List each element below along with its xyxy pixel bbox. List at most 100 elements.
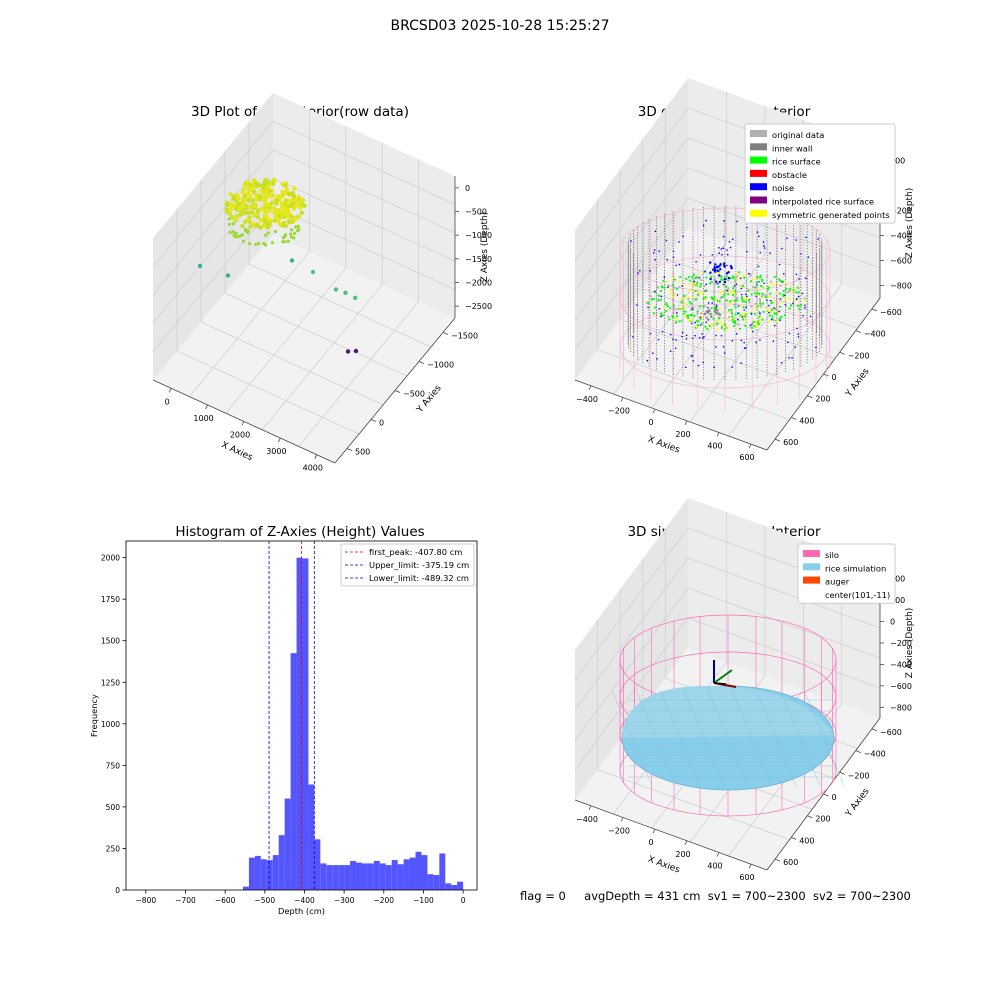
histogram-bar (350, 860, 357, 890)
grid-line (574, 557, 689, 711)
surface-point (678, 320, 681, 323)
surface-point (774, 312, 777, 315)
surface-point (672, 298, 675, 301)
surface-point (653, 306, 657, 309)
histogram-bar (439, 853, 446, 890)
noise-point (694, 334, 696, 337)
legend-label: interpolated rice surface (772, 197, 874, 207)
y-tick (823, 373, 829, 377)
mesh-line (755, 689, 797, 787)
y-tick (855, 330, 861, 333)
noise-point (711, 254, 714, 256)
surface-point (279, 201, 284, 206)
noise-point (715, 280, 718, 284)
noise-point (751, 330, 754, 333)
raw-data-point (345, 349, 351, 354)
legend-label: center(101,-11) (825, 590, 890, 600)
noise-point (723, 220, 725, 222)
histogram-bar (254, 855, 261, 890)
surface-point (740, 304, 743, 307)
surface-point (264, 243, 268, 247)
x-tick (748, 863, 752, 869)
noise-point (788, 356, 790, 359)
surface-point (248, 182, 253, 188)
surface-point (283, 240, 287, 244)
y-tick (394, 390, 401, 393)
legend-label: noise (772, 183, 794, 193)
grid-line (272, 149, 456, 234)
surface-point (703, 285, 706, 288)
x-tick-label: −400 (576, 395, 598, 404)
surface-point (756, 291, 759, 295)
surface-point (760, 295, 764, 298)
surface-point (729, 292, 732, 295)
histogram-bar (314, 839, 321, 890)
surface-point (769, 280, 773, 283)
noise-point (691, 337, 694, 340)
y-axis-label: Y Axies (844, 787, 872, 820)
y-tick-label: 0 (832, 793, 837, 802)
x-tick-label: 0 (461, 896, 466, 905)
surface-point (673, 307, 676, 310)
noise-point (786, 237, 788, 239)
surface-point (734, 313, 737, 316)
surface-point (758, 292, 761, 296)
surface-point (699, 292, 702, 295)
noise-point (804, 307, 806, 309)
y-tick-label: 400 (799, 836, 814, 845)
raw-data-point (310, 269, 316, 275)
grid-line (665, 258, 858, 329)
legend-swatch-inner_wall (750, 143, 767, 151)
grid-line (613, 241, 727, 395)
noise-point (715, 306, 717, 309)
surface-point (672, 304, 676, 307)
surface-point (666, 305, 669, 308)
noise-point (757, 265, 760, 268)
surface-point (291, 193, 297, 199)
noise-point (715, 334, 717, 337)
noise-point (636, 304, 638, 306)
surface-point (726, 325, 729, 328)
y-tick-label: −400 (864, 750, 886, 759)
surface-point (710, 307, 713, 310)
noise-point (681, 335, 683, 338)
histogram-bar (284, 798, 291, 890)
noise-point (717, 283, 719, 285)
surface-point (227, 222, 232, 226)
legend-box (744, 123, 896, 224)
surface-point (298, 205, 303, 210)
surface-point (718, 292, 722, 295)
surface-point (744, 324, 747, 327)
back-wall-pane (273, 93, 455, 318)
z-tick-label: −600 (890, 682, 912, 691)
surface-point (770, 301, 773, 304)
noise-point (685, 334, 688, 337)
surface-point (238, 234, 242, 238)
surface-point (784, 305, 788, 308)
noise-point (713, 310, 717, 313)
surface-point (733, 316, 736, 320)
x-tick-label: 600 (739, 453, 754, 462)
surface-point (234, 198, 239, 204)
surface-point (691, 275, 694, 279)
grid-line (200, 321, 384, 406)
noise-point (702, 224, 705, 227)
surface-point (759, 314, 762, 317)
x-tick-label: −200 (608, 407, 630, 416)
surface-point (753, 325, 756, 328)
grid-line (272, 177, 456, 262)
surface-point (269, 200, 274, 206)
surface-point (778, 305, 782, 308)
surface-point (797, 291, 800, 294)
y-tick-label: 1500 (101, 637, 120, 646)
rice-mesh (611, 689, 845, 787)
noise-point (721, 253, 723, 256)
surface-point (262, 212, 268, 218)
surface-point (684, 310, 687, 313)
surface-point (241, 186, 247, 192)
noise-point (766, 299, 768, 302)
surface-point (730, 310, 733, 313)
legend-label: obstacle (772, 170, 807, 180)
noise-point (726, 289, 729, 292)
z-axis-label: Z Axies (Depth) (905, 608, 915, 679)
